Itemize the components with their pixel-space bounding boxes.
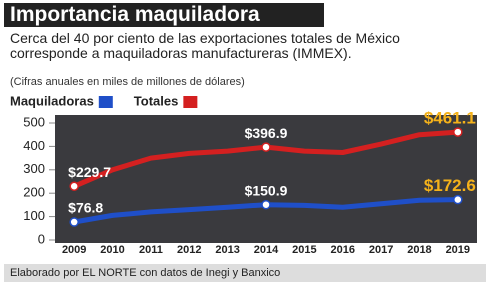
- y-tick-label: 500: [23, 114, 45, 129]
- y-tick-label: 100: [23, 208, 45, 223]
- point: [454, 128, 462, 136]
- data-label: $172.6: [424, 176, 476, 195]
- legend-label: Totales: [134, 93, 179, 108]
- x-tick-label: 2014: [254, 244, 279, 256]
- x-tick-label: 2012: [177, 244, 201, 256]
- source: Elaborado por EL NORTE con datos de Ineg…: [4, 264, 486, 282]
- y-tick-label: 400: [23, 138, 45, 153]
- data-label: $229.7: [68, 164, 111, 180]
- y-tick-label: 200: [23, 185, 45, 200]
- x-tick-label: 2011: [139, 244, 163, 256]
- y-tick-label: 300: [23, 161, 45, 176]
- point: [70, 218, 78, 226]
- x-tick-label: 2017: [369, 244, 393, 256]
- data-label: $150.9: [245, 182, 288, 198]
- x-tick-label: 2018: [407, 244, 431, 256]
- point: [262, 201, 270, 209]
- subtitle: Cerca del 40 por ciento de las exportaci…: [10, 31, 440, 61]
- chart-title: Importancia maquiladora: [4, 3, 324, 27]
- legend-swatch: [183, 96, 197, 108]
- note: (Cifras anuales en miles de millones de …: [10, 76, 245, 88]
- x-tick-label: 2013: [215, 244, 239, 256]
- legend-label: Maquiladoras: [10, 93, 94, 108]
- point: [262, 143, 270, 151]
- data-label: $461.1: [424, 109, 476, 128]
- point: [70, 182, 78, 190]
- x-tick-label: 2015: [292, 244, 316, 256]
- x-tick-label: 2009: [62, 244, 86, 256]
- point: [454, 196, 462, 204]
- x-tick-label: 2010: [100, 244, 124, 256]
- x-tick-label: 2016: [330, 244, 354, 256]
- data-label: $396.9: [245, 125, 288, 141]
- data-label: $76.8: [68, 200, 103, 216]
- y-tick-label: 0: [38, 231, 45, 246]
- page: 0 100 200 300 400 500 2009 2010 2011 2012 2013 2014…: [0, 0, 490, 286]
- x-tick-label: 2019: [446, 244, 470, 256]
- legend-swatch: [99, 96, 113, 108]
